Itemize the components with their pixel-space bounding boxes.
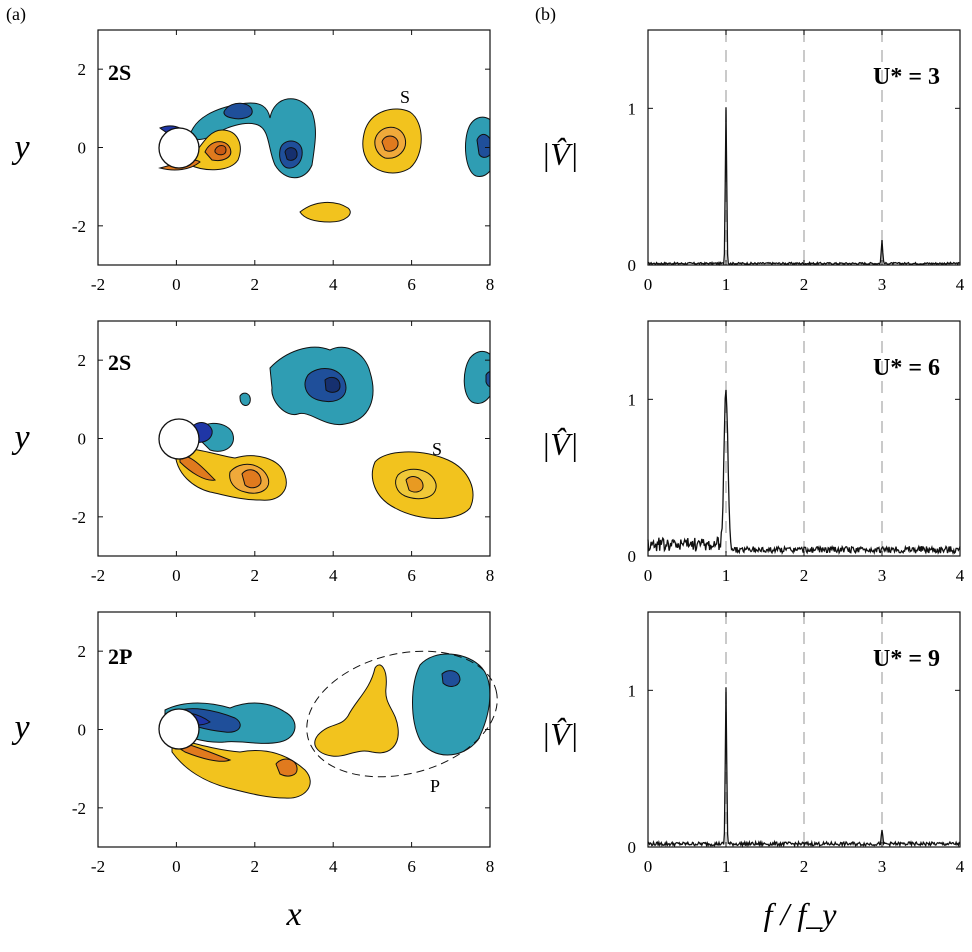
x-tick-label: 3 bbox=[878, 857, 887, 876]
mode-label: 2S bbox=[108, 350, 131, 375]
mode-label: 2P bbox=[108, 644, 132, 669]
y-axis-title: y bbox=[11, 129, 30, 166]
x-tick-label: 4 bbox=[956, 275, 965, 294]
x-tick-label: 0 bbox=[644, 857, 653, 876]
annotation-label: S bbox=[432, 439, 442, 459]
panel-label-b: (b) bbox=[535, 4, 556, 25]
spectrum-y-title: |V̂| bbox=[541, 716, 578, 752]
y-tick-label: 0 bbox=[78, 139, 87, 158]
reduced-velocity-label: U* = 3 bbox=[873, 64, 940, 90]
x-tick-label: 8 bbox=[486, 857, 495, 876]
cylinder bbox=[158, 418, 200, 460]
y-tick-label: 0 bbox=[628, 547, 637, 566]
x-tick-label: 3 bbox=[878, 566, 887, 585]
panel-label-a: (a) bbox=[6, 4, 26, 25]
x-tick-label: 6 bbox=[407, 857, 416, 876]
x-tick-label: 1 bbox=[722, 275, 731, 294]
x-tick-label: 8 bbox=[486, 566, 495, 585]
x-tick-label: 0 bbox=[644, 275, 653, 294]
spectrum-line bbox=[647, 389, 961, 556]
y-tick-label: 0 bbox=[78, 430, 87, 449]
x-tick-label: 4 bbox=[329, 566, 338, 585]
x-tick-label: 2 bbox=[800, 857, 809, 876]
contour-panel-3: 2P P bbox=[97, 611, 498, 848]
x-tick-label: 6 bbox=[407, 566, 416, 585]
y-tick-label: 2 bbox=[78, 642, 87, 661]
y-tick-label: -2 bbox=[72, 508, 86, 527]
x-tick-label: 0 bbox=[172, 857, 181, 876]
x-tick-label: 4 bbox=[329, 857, 338, 876]
spectrum-y-title: |V̂| bbox=[541, 426, 578, 462]
x-tick-label: 0 bbox=[172, 566, 181, 585]
reduced-velocity-label: U* = 9 bbox=[873, 646, 940, 672]
spectrum-y-title: |V̂| bbox=[541, 136, 578, 172]
x-tick-label: 3 bbox=[878, 275, 887, 294]
x-tick-label: 2 bbox=[251, 566, 260, 585]
annotation-label: P bbox=[430, 776, 440, 796]
y-tick-label: 0 bbox=[78, 721, 87, 740]
y-tick-label: 0 bbox=[628, 838, 637, 857]
x-tick-label: 2 bbox=[800, 275, 809, 294]
y-tick-label: 1 bbox=[628, 390, 637, 409]
pair-ellipse bbox=[306, 650, 498, 778]
x-tick-label: -2 bbox=[91, 275, 105, 294]
x-tick-label: 1 bbox=[722, 566, 731, 585]
spectrum-x-title: f / f_y bbox=[764, 896, 838, 932]
x-tick-label: -2 bbox=[91, 566, 105, 585]
x-tick-label: -2 bbox=[91, 857, 105, 876]
y-tick-label: -2 bbox=[72, 799, 86, 818]
reduced-velocity-label: U* = 6 bbox=[873, 355, 940, 381]
y-tick-label: 2 bbox=[78, 351, 87, 370]
x-tick-label: 2 bbox=[251, 857, 260, 876]
contour-panel-2: 2S S bbox=[97, 320, 491, 557]
x-tick-label: 0 bbox=[172, 275, 181, 294]
y-tick-label: 1 bbox=[628, 681, 637, 700]
contour-panel-1: 2S S bbox=[97, 29, 491, 266]
x-tick-label: 1 bbox=[722, 857, 731, 876]
x-tick-label: 2 bbox=[251, 275, 260, 294]
y-tick-label: -2 bbox=[72, 217, 86, 236]
y-axis-title: y bbox=[11, 709, 30, 746]
y-tick-label: 0 bbox=[628, 256, 637, 275]
x-tick-label: 8 bbox=[486, 275, 495, 294]
mode-label: 2S bbox=[108, 60, 131, 85]
x-tick-label: 6 bbox=[407, 275, 416, 294]
cylinder bbox=[158, 127, 200, 169]
y-axis-title: y bbox=[11, 419, 30, 456]
spectra-axes: 0 1 2 3 4 1 0 U* = 3 0 1 2 3 4 1 0 U* = 6 0 1 2 3 4 1 0 U* = 9 bbox=[628, 29, 965, 876]
annotation-label: S bbox=[400, 87, 410, 107]
x-axis-title: x bbox=[285, 896, 301, 933]
x-tick-label: 0 bbox=[644, 566, 653, 585]
y-tick-label: 2 bbox=[78, 60, 87, 79]
y-tick-label: 1 bbox=[628, 99, 637, 118]
x-tick-label: 4 bbox=[329, 275, 338, 294]
x-tick-label: 4 bbox=[956, 566, 965, 585]
x-tick-label: 2 bbox=[800, 566, 809, 585]
cylinder bbox=[158, 708, 200, 750]
left-axes: -2 0 2 4 6 8 2 0 -2 -2 0 2 4 6 8 2 0 -2 -2 0 2 4 6 8 2 0 -2 bbox=[72, 30, 494, 876]
x-tick-label: 4 bbox=[956, 857, 965, 876]
